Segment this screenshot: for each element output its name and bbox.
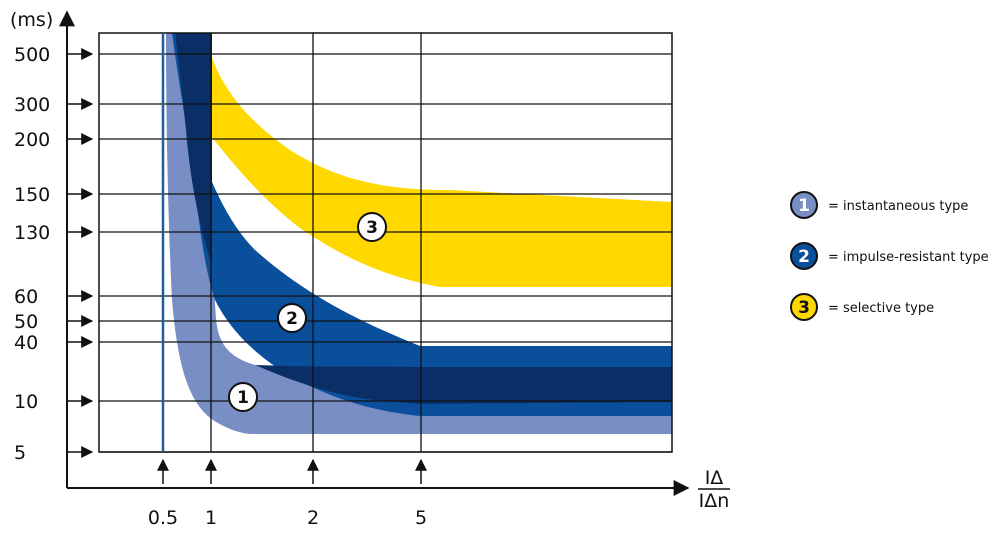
- grid-layer: [98, 32, 673, 453]
- y-tick-label: 200: [14, 129, 50, 151]
- x-tick-label: 1: [205, 507, 217, 529]
- x-tick-label: 2: [307, 507, 319, 529]
- band-marker-circle: [228, 382, 258, 412]
- y-tick-label: 150: [14, 184, 50, 206]
- legend-item-1: 1 = instantaneous type: [790, 191, 968, 219]
- y-tick-label: 300: [14, 94, 50, 116]
- y-tick-label: 60: [14, 286, 38, 308]
- band-marker-1: 1: [228, 382, 258, 412]
- y-tick-label: 10: [14, 391, 38, 413]
- band-marker-circle: [357, 212, 387, 242]
- legend-label: = impulse-resistant type: [828, 250, 989, 265]
- x-label-denominator: IΔn: [699, 490, 730, 512]
- legend-marker-label: 3: [798, 298, 810, 318]
- y-tick-label: 40: [14, 332, 38, 354]
- legend-label: = instantaneous type: [828, 199, 968, 214]
- x-label-numerator: IΔ: [705, 467, 724, 489]
- band-marker-3: 3: [357, 212, 387, 242]
- y-unit-label: (ms): [10, 9, 53, 31]
- band-marker-label: 3: [366, 218, 378, 238]
- band-overlap-lower: [255, 365, 672, 404]
- legend-swatch: [790, 242, 818, 270]
- band-marker-label: 1: [237, 388, 249, 408]
- band-instantaneous: [166, 33, 672, 434]
- legend-label: = selective type: [828, 301, 934, 316]
- bands-layer: [166, 33, 672, 434]
- legend-marker-label: 1: [798, 196, 810, 216]
- band-marker-2: 2: [277, 303, 307, 333]
- legend-marker-label: 2: [798, 247, 810, 267]
- y-tick-label: 500: [14, 44, 50, 66]
- y-tick-label: 130: [14, 222, 50, 244]
- x-tick-label: 0.5: [148, 507, 178, 529]
- band-markers: 1 2 3: [228, 212, 387, 412]
- y-tick-label: 5: [14, 442, 26, 464]
- legend: 1 = instantaneous type 2 = impulse-resistan…: [790, 191, 989, 321]
- legend-swatch: [790, 293, 818, 321]
- band-marker-label: 2: [286, 309, 298, 329]
- legend-item-2: 2 = impulse-resistant type: [790, 242, 989, 270]
- axes-layer: [59, 10, 690, 496]
- band-selective: [181, 33, 672, 287]
- legend-swatch: [790, 191, 818, 219]
- band-overlap-upper: [175, 33, 212, 265]
- y-tick-label: 50: [14, 311, 38, 333]
- band-marker-circle: [277, 303, 307, 333]
- x-tick-label: 5: [415, 507, 427, 529]
- legend-item-3: 3 = selective type: [790, 293, 934, 321]
- plot-frame: [98, 32, 673, 453]
